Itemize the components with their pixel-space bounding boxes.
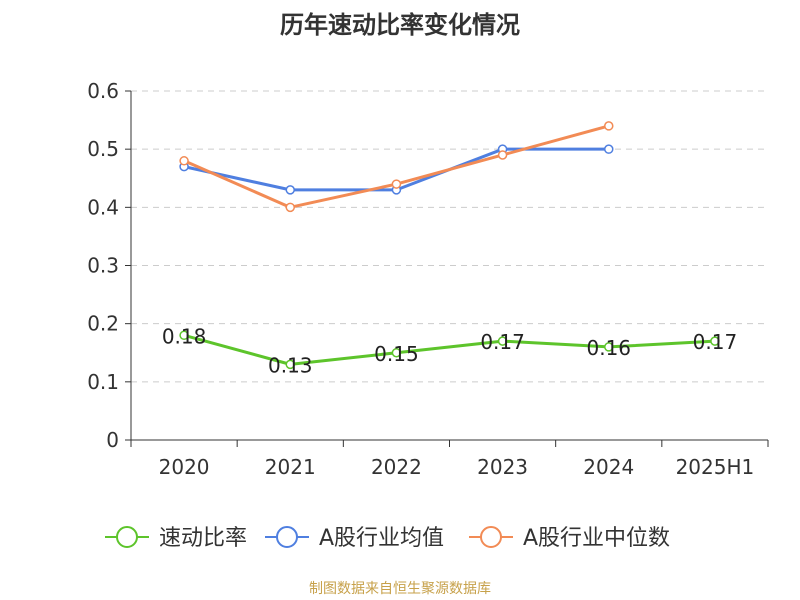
y-tick-label: 0.3 <box>87 254 119 278</box>
legend-item-1: 速动比率 <box>105 526 247 551</box>
data-point <box>285 185 295 195</box>
y-tick-label: 0.2 <box>87 312 119 336</box>
legend: 速动比率 A股行业均值 A股行业中位数 <box>105 526 670 551</box>
grid-lines <box>131 90 768 383</box>
x-tick-label: 2024 <box>583 455 634 479</box>
data-point <box>497 336 508 346</box>
data-label: 0.17 <box>480 330 525 354</box>
data-point <box>179 330 189 341</box>
y-tick-label: 0.5 <box>87 137 119 161</box>
legend-label: A股行业中位数 <box>523 526 670 551</box>
data-point <box>604 121 614 131</box>
x-tick-label: 2021 <box>265 455 316 479</box>
x-tick-label: 2023 <box>477 455 528 479</box>
data-point <box>285 202 295 213</box>
legend-item-2: A股行业均值 <box>265 526 444 551</box>
x-tick-label: 2020 <box>159 455 210 479</box>
legend-swatch-marker <box>116 526 138 548</box>
data-point <box>391 179 402 189</box>
y-tick-label: 0.4 <box>87 195 119 219</box>
data-point <box>710 336 720 346</box>
data-point <box>604 342 614 352</box>
data-label: 0.18 <box>162 324 207 348</box>
y-tick-label: 0.6 <box>87 79 119 103</box>
source-note: 制图数据来自恒生聚源数据库 <box>309 581 491 597</box>
axes: 0 0.1 0.2 0.3 0.4 0.5 0.6 2020 2021 2022 2023 2024 2… <box>87 79 769 479</box>
chart-title: 历年速动比率变化情况 <box>280 11 520 39</box>
data-label: 0.16 <box>586 336 631 360</box>
data-point <box>179 156 189 166</box>
legend-swatch-marker <box>480 526 502 548</box>
data-label: 0.13 <box>268 353 313 377</box>
legend-item-3: A股行业中位数 <box>469 526 670 551</box>
legend-label: 速动比率 <box>159 526 247 551</box>
x-tick-label: 2022 <box>371 455 422 479</box>
series-line-1 <box>183 333 715 366</box>
data-labels: 0.18 0.13 0.15 0.17 0.16 0.17 <box>162 324 737 377</box>
data-label: 0.17 <box>693 330 738 354</box>
legend-label: A股行业均值 <box>319 526 444 551</box>
legend-swatch-marker <box>276 526 298 548</box>
data-point <box>604 144 614 154</box>
data-point <box>391 348 402 358</box>
y-tick-label: 0 <box>106 428 119 452</box>
data-point <box>285 359 295 370</box>
series <box>179 121 720 370</box>
x-tick-label: 2025H1 <box>676 455 755 479</box>
y-tick-label: 0.1 <box>87 370 119 394</box>
data-point <box>497 150 508 160</box>
data-label: 0.15 <box>374 342 419 366</box>
series-line-3 <box>183 124 610 209</box>
